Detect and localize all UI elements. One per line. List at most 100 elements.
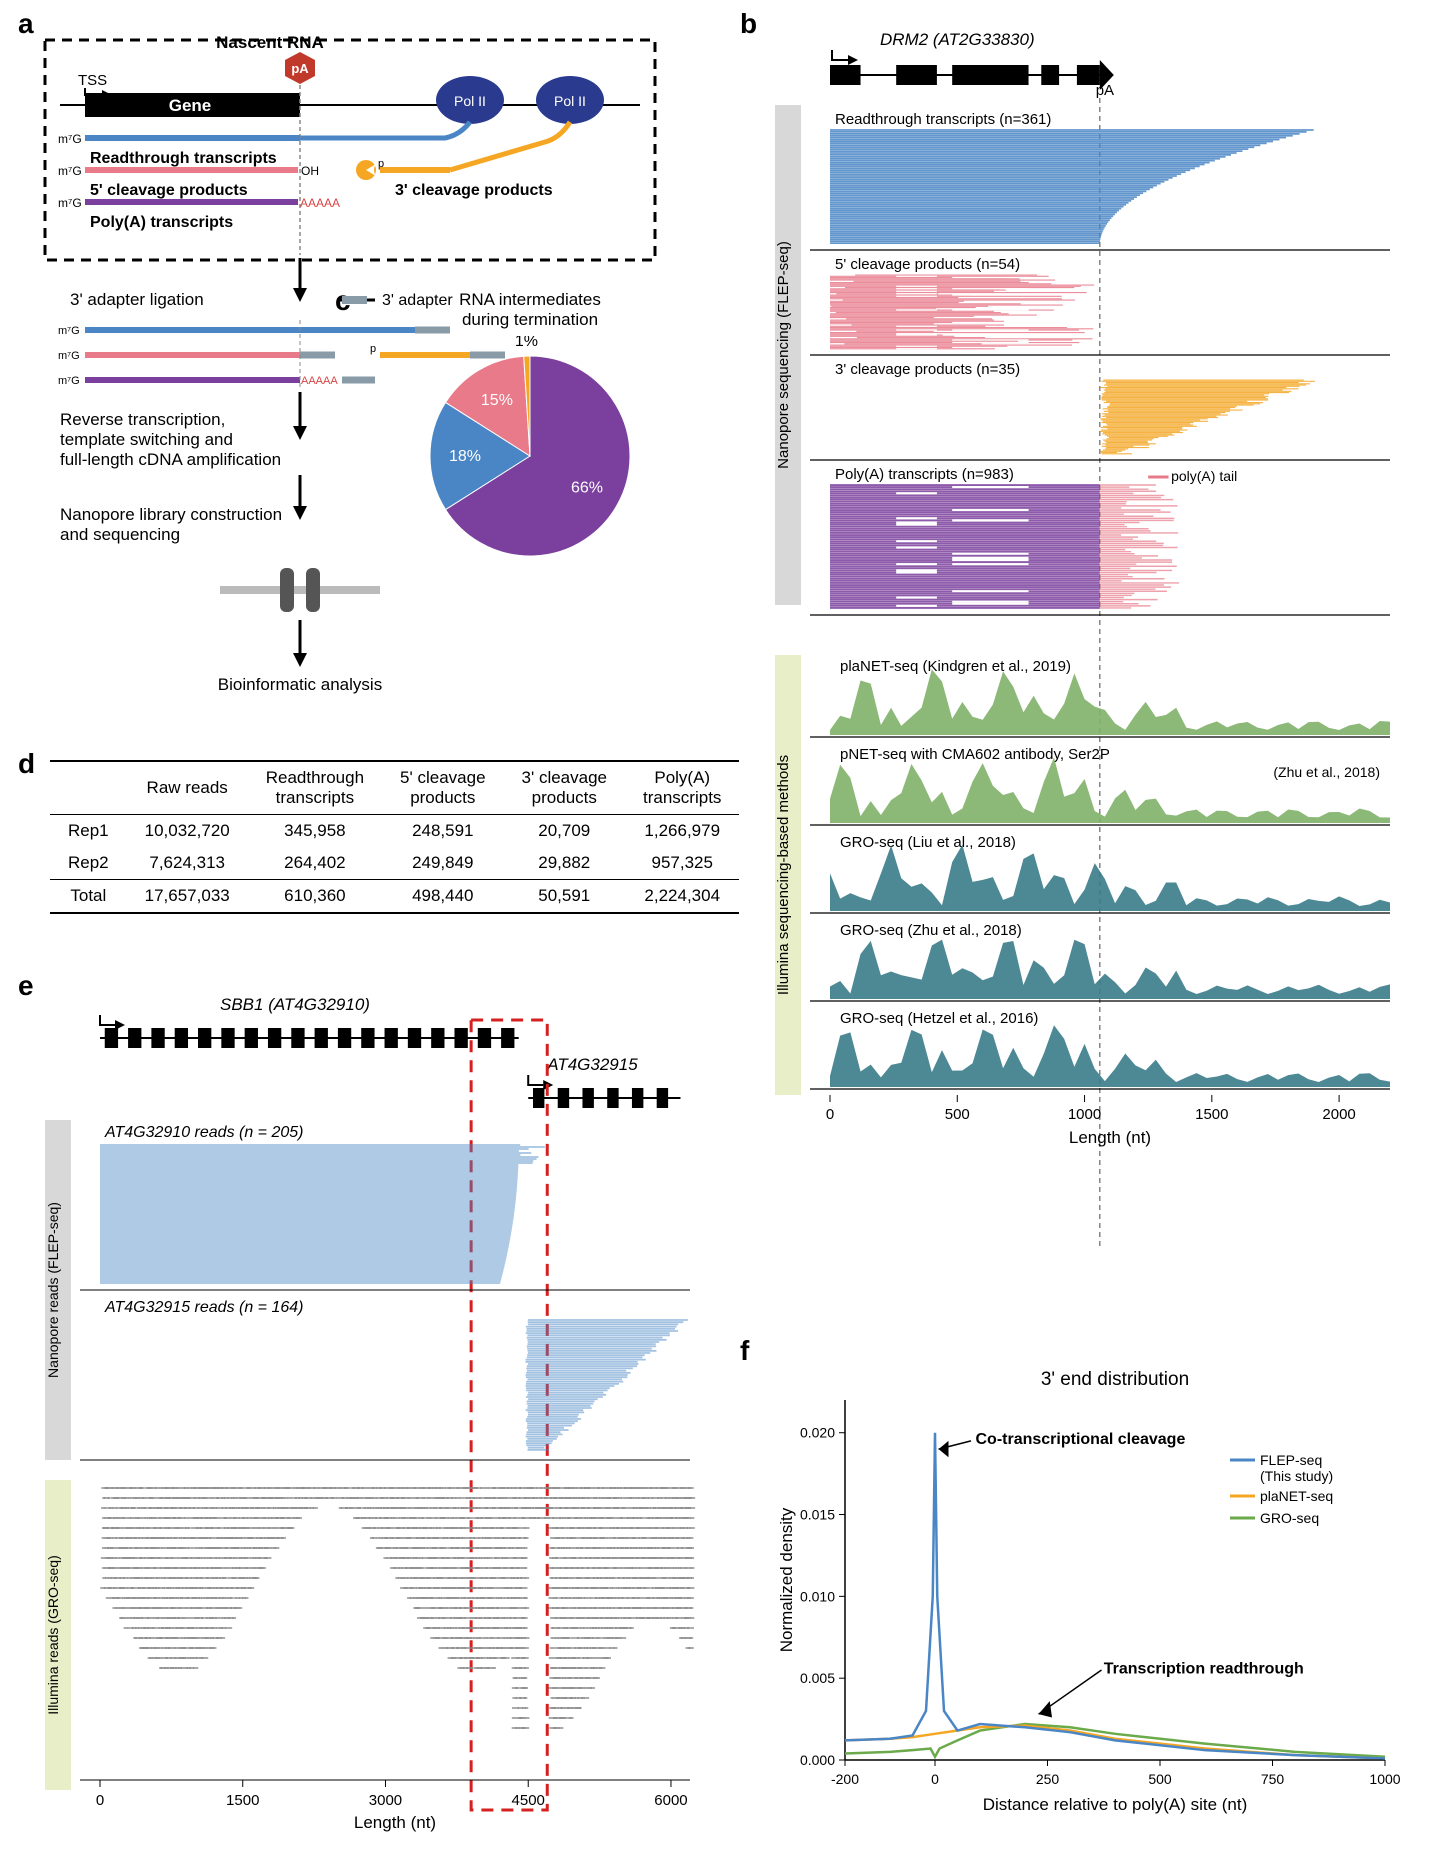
table-header: 3' cleavageproducts xyxy=(504,761,625,815)
svg-text:500: 500 xyxy=(1148,1771,1172,1787)
svg-text:DRM2 (AT2G33830): DRM2 (AT2G33830) xyxy=(880,30,1035,49)
svg-text:and sequencing: and sequencing xyxy=(60,525,180,544)
svg-text:500: 500 xyxy=(945,1106,970,1123)
svg-text:GRO-seq (Liu et al., 2018): GRO-seq (Liu et al., 2018) xyxy=(840,834,1016,851)
svg-text:1%: 1% xyxy=(515,336,538,350)
svg-text:(Zhu et al., 2018): (Zhu et al., 2018) xyxy=(1273,764,1380,780)
table-header: Poly(A)transcripts xyxy=(625,761,739,815)
svg-text:Pol II: Pol II xyxy=(554,93,586,109)
svg-text:(This study): (This study) xyxy=(1260,1468,1333,1484)
svg-text:Co-transcriptional cleavage: Co-transcriptional cleavage xyxy=(976,1431,1186,1448)
svg-text:full-length cDNA amplification: full-length cDNA amplification xyxy=(60,450,281,469)
panel-e: SBB1 (AT4G32910)AT4G32915Nanopore reads … xyxy=(40,990,720,1840)
svg-text:0.000: 0.000 xyxy=(800,1752,835,1768)
svg-text:AAAAA: AAAAA xyxy=(300,196,340,210)
svg-text:Illumina sequencing-based meth: Illumina sequencing-based methods xyxy=(775,755,792,995)
table-cell: 20,709 xyxy=(504,815,625,848)
svg-text:-200: -200 xyxy=(831,1771,859,1787)
svg-text:TSS: TSS xyxy=(78,72,107,89)
svg-text:1500: 1500 xyxy=(1195,1106,1228,1123)
pie-title: RNA intermediates during termination xyxy=(370,290,690,330)
table-cell: 264,402 xyxy=(248,847,382,880)
svg-text:1500: 1500 xyxy=(226,1792,259,1809)
table-header xyxy=(50,761,127,815)
svg-text:Nanopore library construction: Nanopore library construction xyxy=(60,505,282,524)
table-cell: 17,657,033 xyxy=(127,880,248,914)
table-cell: 50,591 xyxy=(504,880,625,914)
svg-text:plaNET-seq (Kindgren et al., 2: plaNET-seq (Kindgren et al., 2019) xyxy=(840,658,1071,675)
table-header: 5' cleavageproducts xyxy=(382,761,503,815)
svg-text:750: 750 xyxy=(1261,1771,1285,1787)
svg-text:Reverse transcription,: Reverse transcription, xyxy=(60,410,225,429)
svg-text:AAAAA: AAAAA xyxy=(301,375,338,387)
svg-text:template switching and: template switching and xyxy=(60,430,233,449)
svg-text:m⁷G: m⁷G xyxy=(58,196,82,210)
svg-text:15%: 15% xyxy=(481,392,513,409)
svg-text:Distance relative to poly(A) s: Distance relative to poly(A) site (nt) xyxy=(983,1795,1248,1814)
table-cell: 10,032,720 xyxy=(127,815,248,848)
table-cell: Total xyxy=(50,880,127,914)
svg-text:Poly(A) transcripts (n=983): Poly(A) transcripts (n=983) xyxy=(835,466,1014,483)
svg-text:0.010: 0.010 xyxy=(800,1588,835,1604)
svg-text:0.005: 0.005 xyxy=(800,1670,835,1686)
table-cell: 29,882 xyxy=(504,847,625,880)
panel-label-d: d xyxy=(18,748,35,780)
svg-text:Pol II: Pol II xyxy=(454,93,486,109)
panel-b: DRM2 (AT2G33830)pANanopore sequencing (F… xyxy=(770,20,1420,1290)
svg-text:Length (nt): Length (nt) xyxy=(1069,1128,1151,1147)
svg-text:3' adapter ligation: 3' adapter ligation xyxy=(70,290,204,309)
svg-text:AT4G32910 reads (n = 205): AT4G32910 reads (n = 205) xyxy=(104,1124,304,1141)
panel-f: 3' end distribution0.0000.0050.0100.0150… xyxy=(770,1360,1410,1840)
svg-text:poly(A) tail: poly(A) tail xyxy=(1171,468,1237,484)
svg-text:2000: 2000 xyxy=(1322,1106,1355,1123)
svg-text:3' cleavage products: 3' cleavage products xyxy=(395,182,553,199)
table-cell: 2,224,304 xyxy=(625,880,739,914)
svg-text:Illumina reads (GRO-seq): Illumina reads (GRO-seq) xyxy=(45,1555,61,1715)
panel-c-pie: RNA intermediates during termination 66%… xyxy=(370,290,690,566)
svg-text:0: 0 xyxy=(96,1792,104,1809)
svg-text:GRO-seq (Zhu et al., 2018): GRO-seq (Zhu et al., 2018) xyxy=(840,922,1022,939)
svg-text:1000: 1000 xyxy=(1068,1106,1101,1123)
table-cell: 7,624,313 xyxy=(127,847,248,880)
svg-text:Nascent RNA: Nascent RNA xyxy=(216,33,324,52)
svg-text:Length (nt): Length (nt) xyxy=(354,1813,436,1832)
svg-text:m⁷G: m⁷G xyxy=(58,375,80,387)
svg-text:GRO-seq: GRO-seq xyxy=(1260,1510,1319,1526)
svg-text:Bioinformatic analysis: Bioinformatic analysis xyxy=(218,675,382,694)
svg-text:Readthrough transcripts (n=361: Readthrough transcripts (n=361) xyxy=(835,111,1051,128)
svg-text:GRO-seq (Hetzel et al., 2016): GRO-seq (Hetzel et al., 2016) xyxy=(840,1010,1038,1027)
svg-text:m⁷G: m⁷G xyxy=(58,132,82,146)
table-cell: 498,440 xyxy=(382,880,503,914)
svg-text:3000: 3000 xyxy=(369,1792,402,1809)
table-header: Readthroughtranscripts xyxy=(248,761,382,815)
svg-text:0.020: 0.020 xyxy=(800,1425,835,1441)
svg-text:66%: 66% xyxy=(571,479,603,496)
panel-label-a: a xyxy=(18,8,34,40)
table-cell: 249,849 xyxy=(382,847,503,880)
svg-text:pA: pA xyxy=(1096,82,1114,99)
table-cell: 957,325 xyxy=(625,847,739,880)
panel-label-b: b xyxy=(740,8,757,40)
svg-text:p: p xyxy=(378,158,384,170)
svg-text:pA: pA xyxy=(291,61,309,76)
svg-text:0: 0 xyxy=(931,1771,939,1787)
table-header: Raw reads xyxy=(127,761,248,815)
table-cell: Rep1 xyxy=(50,815,127,848)
svg-text:6000: 6000 xyxy=(654,1792,687,1809)
svg-text:250: 250 xyxy=(1036,1771,1060,1787)
table-cell: 1,266,979 xyxy=(625,815,739,848)
svg-text:Transcription readthrough: Transcription readthrough xyxy=(1104,1660,1304,1677)
svg-text:m⁷G: m⁷G xyxy=(58,164,82,178)
panel-d-table: Raw readsReadthroughtranscripts5' cleava… xyxy=(50,760,739,914)
svg-text:3' cleavage products (n=35): 3' cleavage products (n=35) xyxy=(835,361,1020,378)
svg-text:AT4G32915 reads (n = 164): AT4G32915 reads (n = 164) xyxy=(104,1299,304,1316)
svg-text:Gene: Gene xyxy=(169,96,212,115)
svg-text:4500: 4500 xyxy=(512,1792,545,1809)
svg-text:0.015: 0.015 xyxy=(800,1507,835,1523)
svg-text:FLEP-seq: FLEP-seq xyxy=(1260,1452,1322,1468)
svg-text:SBB1 (AT4G32910): SBB1 (AT4G32910) xyxy=(220,995,370,1014)
svg-text:AT4G32915: AT4G32915 xyxy=(546,1055,638,1074)
svg-text:5' cleavage products (n=54): 5' cleavage products (n=54) xyxy=(835,256,1020,273)
svg-text:0: 0 xyxy=(826,1106,834,1123)
svg-text:plaNET-seq: plaNET-seq xyxy=(1260,1488,1333,1504)
